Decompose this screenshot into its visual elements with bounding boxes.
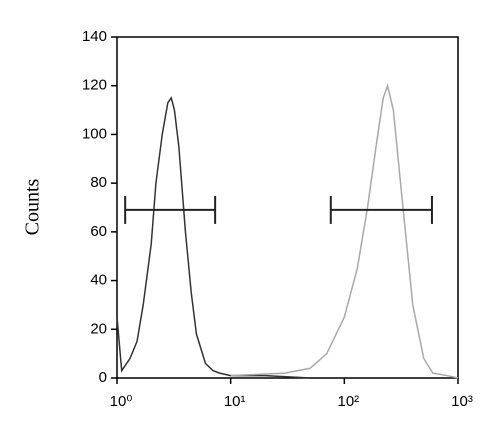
y-tick-label: 40 (90, 272, 107, 289)
plot-frame (116, 36, 459, 379)
y-tick-label: 20 (90, 320, 107, 337)
histogram-line (230, 83, 459, 379)
y-tick-label: 100 (82, 125, 107, 142)
y-tick-label: 140 (82, 28, 107, 45)
y-axis-label: Counts (22, 178, 44, 235)
y-tick-label: 120 (82, 77, 107, 94)
x-tick-label: 10² (337, 393, 359, 410)
x-tick-label: 10³ (451, 393, 473, 410)
x-tick-label: 10⁰ (110, 393, 133, 410)
histogram-line (116, 96, 311, 379)
y-tick-label: 60 (90, 223, 107, 240)
y-tick-label: 80 (90, 174, 107, 191)
x-tick-label: 10¹ (224, 393, 246, 410)
y-tick-label: 0 (99, 369, 107, 386)
